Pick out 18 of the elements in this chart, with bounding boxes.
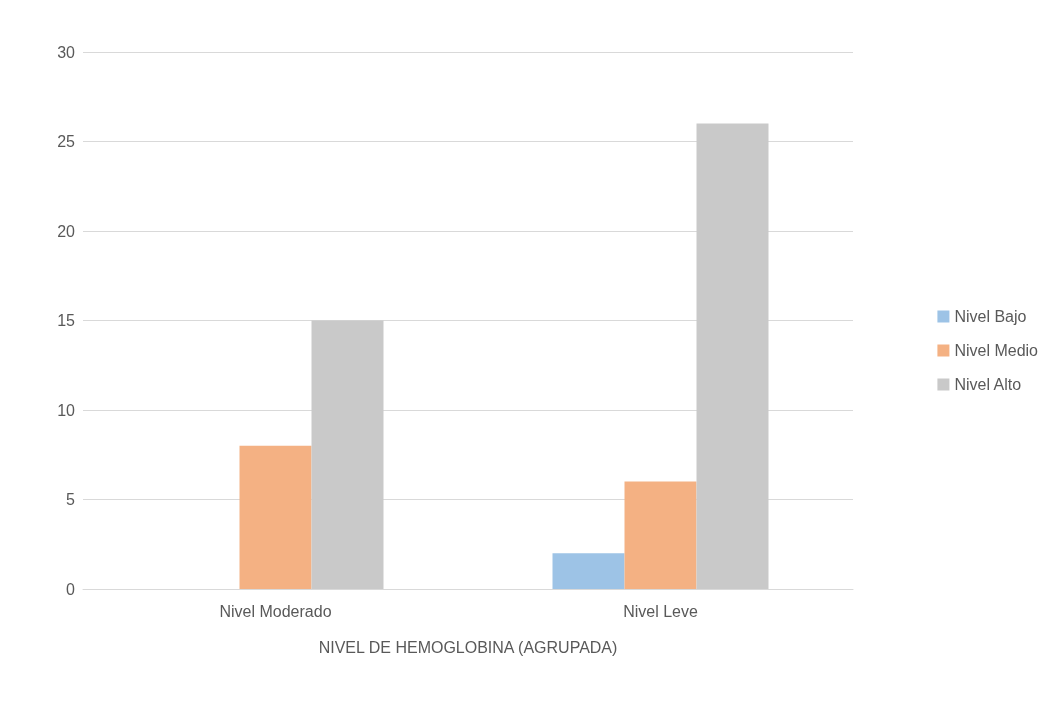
x-tick-label: Nivel Leve bbox=[623, 602, 698, 620]
legend-label: Nivel Alto bbox=[954, 376, 1022, 393]
y-tick-label: 10 bbox=[57, 401, 76, 419]
legend-label: Nivel Bajo bbox=[954, 308, 1027, 325]
bar bbox=[552, 553, 625, 589]
y-tick-label: 0 bbox=[66, 580, 76, 598]
y-tick-label: 25 bbox=[57, 133, 76, 150]
bar bbox=[624, 481, 697, 589]
legend-label: Nivel Medio bbox=[954, 342, 1039, 359]
bar bbox=[311, 320, 384, 589]
x-tick-label: Nivel Moderado bbox=[219, 602, 332, 620]
y-tick-label: 30 bbox=[57, 43, 76, 61]
y-tick-label: 20 bbox=[57, 222, 76, 240]
y-tick-label: 15 bbox=[57, 312, 76, 329]
x-axis-title: NIVEL DE HEMOGLOBINA (AGRUPADA) bbox=[318, 638, 618, 656]
bar bbox=[696, 123, 769, 589]
bar bbox=[239, 445, 312, 589]
y-tick-label: 5 bbox=[66, 491, 76, 508]
